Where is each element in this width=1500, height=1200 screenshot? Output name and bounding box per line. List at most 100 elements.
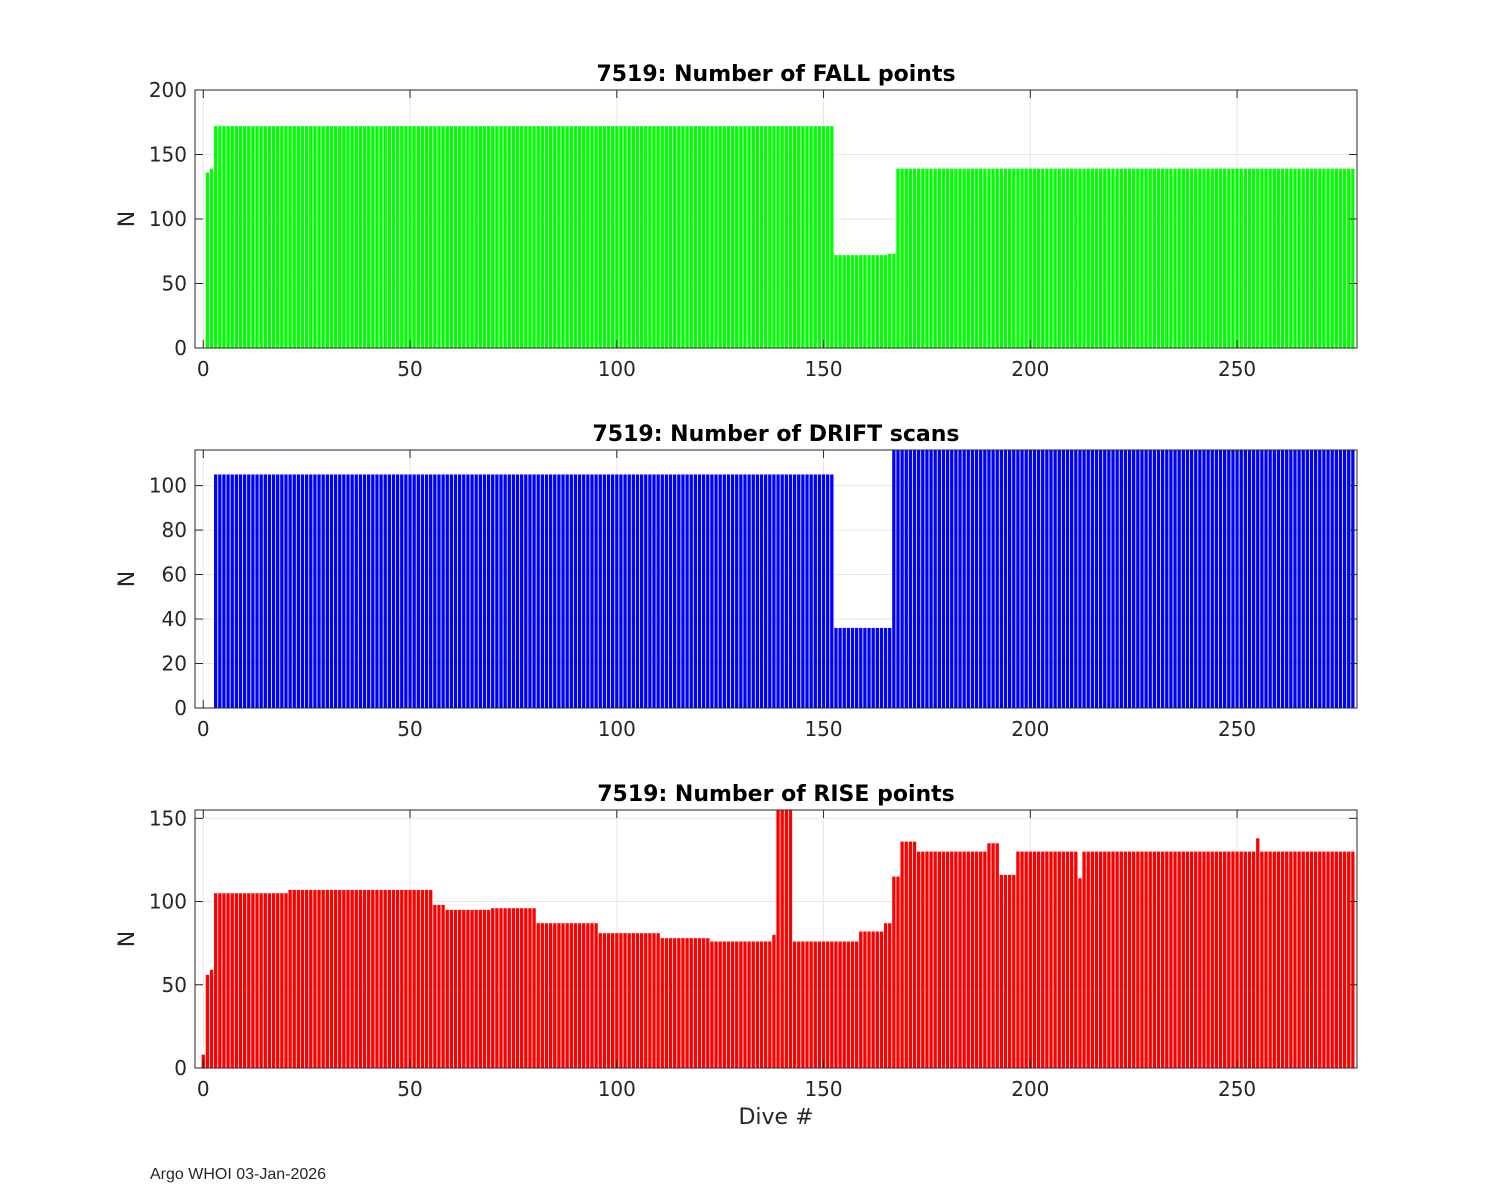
- bar: [350, 889, 354, 1068]
- bar: [544, 923, 549, 1068]
- bar: [276, 126, 280, 349]
- bar: [1016, 450, 1020, 708]
- bar: [367, 889, 371, 1068]
- bar: [635, 474, 640, 708]
- bar: [751, 126, 755, 349]
- bar: [214, 474, 218, 708]
- bar: [962, 168, 966, 348]
- bar: [557, 474, 561, 708]
- bar: [1144, 450, 1148, 708]
- bar: [1181, 851, 1185, 1068]
- bar: [1202, 168, 1206, 348]
- bar: [817, 126, 822, 349]
- bar: [1098, 851, 1103, 1068]
- bar: [780, 810, 784, 1068]
- bar: [1177, 851, 1181, 1068]
- bar: [639, 474, 644, 708]
- x-tick-label: 200: [1011, 357, 1049, 381]
- bar: [1152, 851, 1157, 1068]
- bar: [1251, 851, 1256, 1068]
- bar: [615, 474, 619, 708]
- bar: [486, 126, 491, 349]
- bar: [1078, 450, 1082, 708]
- bar: [1074, 450, 1078, 708]
- bar: [1049, 450, 1053, 708]
- bar: [577, 126, 582, 349]
- bar: [367, 126, 371, 349]
- bar: [582, 923, 586, 1068]
- bar: [1260, 450, 1264, 708]
- bar: [1123, 851, 1128, 1068]
- bar: [495, 474, 499, 708]
- bar: [1313, 450, 1318, 708]
- bar: [1251, 168, 1256, 348]
- bar: [1165, 450, 1169, 708]
- bar: [863, 931, 867, 1068]
- bar: [511, 474, 516, 708]
- bar: [532, 126, 536, 349]
- bar: [892, 876, 896, 1068]
- bar: [1210, 450, 1214, 708]
- bar: [218, 474, 222, 708]
- bar: [1289, 851, 1293, 1068]
- bar: [631, 126, 635, 349]
- bar: [888, 923, 892, 1068]
- bar: [805, 126, 809, 349]
- bar: [234, 126, 239, 349]
- bar: [813, 941, 817, 1068]
- bar: [234, 474, 239, 708]
- bar: [424, 474, 429, 708]
- bar: [652, 126, 656, 349]
- bar: [867, 931, 871, 1068]
- bar: [1094, 450, 1099, 708]
- x-tick-label: 100: [598, 357, 636, 381]
- bar: [408, 889, 412, 1068]
- bar: [1347, 168, 1351, 348]
- bar: [362, 474, 367, 708]
- bar: [755, 126, 760, 349]
- bar: [1177, 168, 1181, 348]
- bar: [350, 126, 354, 349]
- bar: [1132, 851, 1136, 1068]
- bar: [453, 126, 458, 349]
- bar: [429, 126, 433, 349]
- bar: [1061, 450, 1066, 708]
- bar: [743, 474, 747, 708]
- bar: [520, 126, 524, 349]
- bar: [491, 474, 495, 708]
- bar: [540, 126, 545, 349]
- bar: [1074, 168, 1078, 348]
- bar: [1280, 168, 1285, 348]
- y-tick-label: 50: [162, 973, 187, 997]
- bar: [594, 923, 598, 1068]
- y-tick-label: 100: [149, 207, 187, 231]
- bar: [838, 627, 842, 708]
- bar: [726, 941, 731, 1068]
- bar: [743, 941, 747, 1068]
- bar: [577, 923, 582, 1068]
- bar: [954, 168, 958, 348]
- bar: [611, 126, 615, 349]
- bar: [1156, 450, 1161, 708]
- bar: [280, 474, 284, 708]
- bar: [238, 474, 243, 708]
- bar: [912, 168, 917, 348]
- bar: [697, 474, 702, 708]
- bar: [395, 126, 400, 349]
- y-tick-label: 100: [149, 474, 187, 498]
- bar: [805, 474, 809, 708]
- bar: [1111, 450, 1115, 708]
- bar: [1264, 450, 1268, 708]
- bar: [788, 474, 793, 708]
- bar: [482, 909, 487, 1068]
- bar: [788, 126, 793, 349]
- bar: [1024, 851, 1028, 1068]
- bar: [813, 474, 817, 708]
- bar: [379, 889, 383, 1068]
- bar: [251, 474, 255, 708]
- bar: [540, 923, 545, 1068]
- bar: [329, 126, 334, 349]
- bar: [329, 474, 334, 708]
- bar: [453, 474, 458, 708]
- bar: [590, 474, 594, 708]
